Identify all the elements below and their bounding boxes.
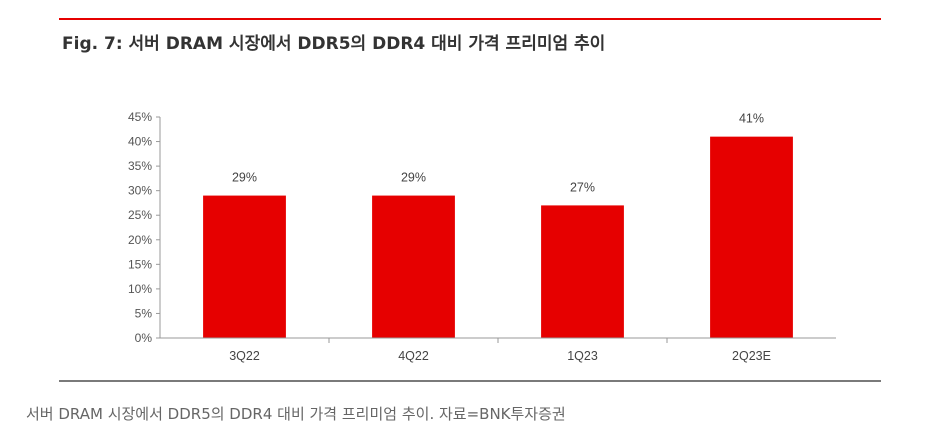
- y-tick-label: 0%: [135, 331, 153, 345]
- y-tick-label: 10%: [128, 282, 152, 296]
- y-tick-label: 35%: [128, 159, 152, 173]
- figure-bottom-rule: [59, 380, 881, 382]
- x-tick-label-2q23e: 2Q23E: [732, 349, 771, 363]
- y-axis: 0% 5% 10% 15% 20% 25% 30% 35% 40% 45%: [128, 110, 161, 345]
- data-label-1q23: 27%: [570, 180, 595, 194]
- y-tick-label: 25%: [128, 208, 152, 222]
- data-label-2q23e: 41%: [739, 112, 764, 126]
- x-tick-label-3q22: 3Q22: [229, 349, 260, 363]
- x-tick-label-1q23: 1Q23: [567, 349, 598, 363]
- y-tick-label: 45%: [128, 110, 152, 124]
- bars: 29% 29% 27% 41%: [203, 112, 793, 338]
- figure-title: Fig. 7: 서버 DRAM 시장에서 DDR5의 DDR4 대비 가격 프리…: [62, 34, 606, 54]
- y-tick-label: 5%: [135, 306, 153, 320]
- data-label-4q22: 29%: [401, 171, 426, 185]
- bar-1q23: [541, 205, 624, 338]
- figure-caption: 서버 DRAM 시장에서 DDR5의 DDR4 대비 가격 프리미엄 추이. 자…: [26, 405, 566, 423]
- bar-3q22: [203, 195, 286, 338]
- y-tick-label: 40%: [128, 135, 152, 149]
- title-top-rule: [59, 18, 881, 20]
- bar-2q23e: [710, 136, 793, 338]
- x-tick-label-4q22: 4Q22: [398, 349, 429, 363]
- y-tick-label: 30%: [128, 184, 152, 198]
- bar-4q22: [372, 195, 455, 338]
- y-tick-label: 20%: [128, 233, 152, 247]
- x-axis: 3Q22 4Q22 1Q23 2Q23E: [160, 337, 836, 363]
- data-label-3q22: 29%: [232, 171, 257, 185]
- y-tick-label: 15%: [128, 257, 152, 271]
